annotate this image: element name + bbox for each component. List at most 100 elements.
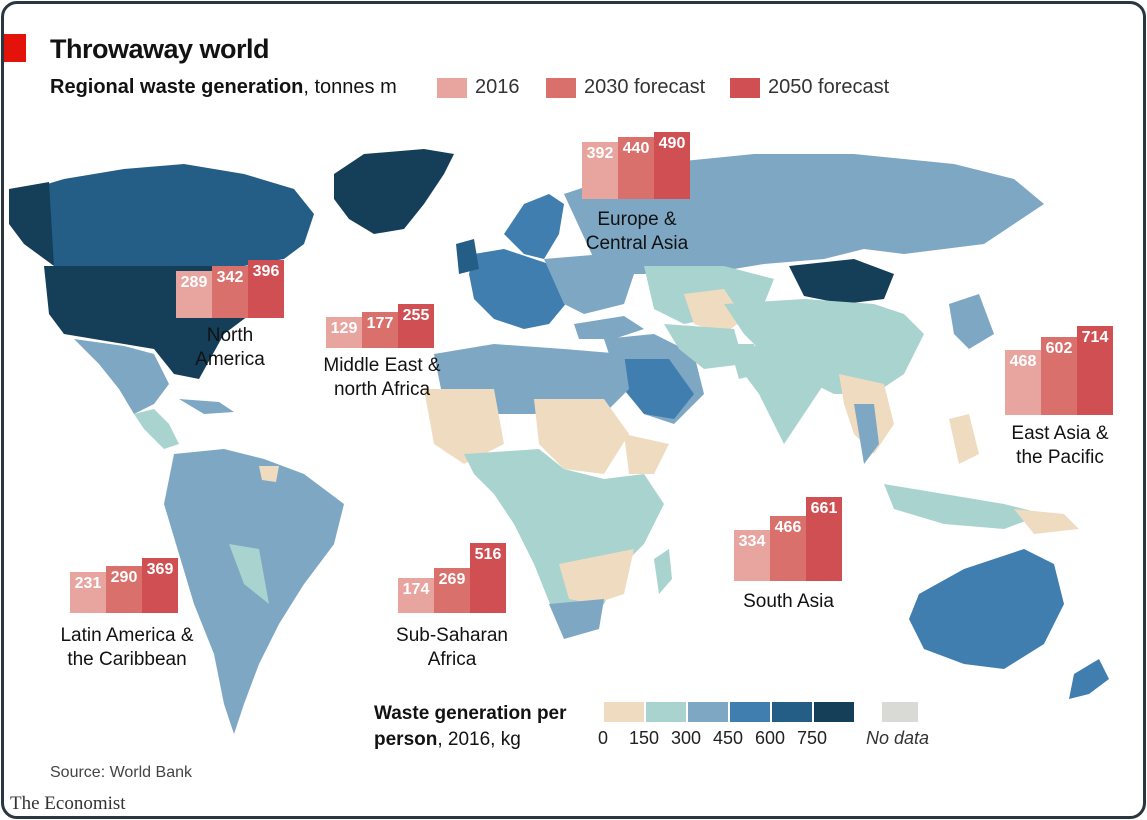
bar-2016: 468 xyxy=(1005,350,1041,415)
bar-2016: 129 xyxy=(326,317,362,348)
scale-tick: 300 xyxy=(671,728,702,748)
bars-south-asia: 334 466 661 xyxy=(734,497,842,581)
saudi-arabia xyxy=(614,359,694,419)
bar-value-label: 714 xyxy=(1081,329,1109,346)
greenland xyxy=(334,149,454,234)
per-person-color-scale xyxy=(604,702,856,722)
bar-2016: 289 xyxy=(176,271,212,318)
region-label-middle-east: Middle East & north Africa xyxy=(302,354,462,402)
source-note: Source: World Bank xyxy=(50,764,192,781)
bar-2050: 369 xyxy=(142,558,178,613)
region-label-line: Central Asia xyxy=(585,233,689,254)
region-label-line: the Pacific xyxy=(1016,447,1104,468)
philippines xyxy=(949,414,979,464)
bar-2016: 392 xyxy=(582,142,618,199)
bar-value-label: 255 xyxy=(402,307,430,324)
bar-value-label: 290 xyxy=(110,569,138,586)
scandinavia xyxy=(504,194,564,259)
australia xyxy=(909,549,1064,669)
region-label-latin-america: Latin America & the Caribbean xyxy=(42,624,212,672)
scale-swatch xyxy=(814,702,854,722)
subtitle-bold: Regional waste generation xyxy=(50,76,304,98)
eastern-europe xyxy=(544,254,634,314)
region-label-line: America xyxy=(195,349,265,370)
turkey xyxy=(574,316,644,339)
bar-value-label: 396 xyxy=(252,263,280,280)
region-label-europe: Europe & Central Asia xyxy=(572,208,702,256)
region-label-sub-saharan: Sub-Saharan Africa xyxy=(384,624,520,672)
bar-2050: 396 xyxy=(248,260,284,318)
page-title: Throwaway world xyxy=(50,34,270,64)
caribbean xyxy=(179,399,234,414)
india xyxy=(744,344,824,444)
region-label-line: East Asia & xyxy=(1011,423,1109,444)
region-label-north-america: North America xyxy=(174,324,286,372)
scale-tick: 750 xyxy=(797,728,828,748)
bar-value-label: 334 xyxy=(738,533,766,550)
bar-value-label: 174 xyxy=(402,581,430,598)
legend-swatch-2050 xyxy=(730,77,760,98)
subtitle-unit: , tonnes m xyxy=(303,76,397,98)
scale-swatch xyxy=(772,702,812,722)
bar-2050: 255 xyxy=(398,304,434,348)
china xyxy=(724,299,924,394)
bar-2050: 714 xyxy=(1077,326,1113,415)
bar-value-label: 129 xyxy=(330,320,358,337)
legend-swatch-2016 xyxy=(437,77,467,98)
scale-tick: 450 xyxy=(713,728,744,748)
region-label-line: Africa xyxy=(427,649,477,670)
indonesia xyxy=(884,484,1044,529)
papua xyxy=(1014,509,1079,534)
sahel-east xyxy=(534,399,629,474)
legend-item-2050: 2050 forecast xyxy=(730,76,889,99)
pp-title-line1: Waste generation per xyxy=(374,703,567,724)
canada xyxy=(14,164,314,266)
central-asia xyxy=(684,289,744,334)
region-label-line: Europe & xyxy=(597,209,677,230)
region-label-line: Latin America & xyxy=(60,625,194,646)
per-person-legend-title: Waste generation per person, 2016, kg xyxy=(374,701,567,753)
guyana xyxy=(259,466,279,482)
legend-label-2050: 2050 forecast xyxy=(768,76,890,98)
thailand xyxy=(854,404,879,464)
bars-sub-saharan-africa: 174 269 516 xyxy=(398,543,506,613)
region-label-south-asia: South Asia xyxy=(726,590,851,614)
legend-label-2016: 2016 xyxy=(475,76,520,98)
uk-ireland xyxy=(456,239,479,274)
bar-2030: 440 xyxy=(618,137,654,199)
bar-2030: 269 xyxy=(434,568,470,613)
southern-africa xyxy=(559,549,634,604)
alaska xyxy=(9,182,54,266)
brand-red-tag xyxy=(4,34,26,62)
brand-logo: The Economist xyxy=(10,793,126,814)
bar-value-label: 516 xyxy=(474,546,502,563)
horn-africa xyxy=(624,434,669,474)
bars-middle-east-north-africa: 129 177 255 xyxy=(326,304,434,348)
bar-value-label: 661 xyxy=(810,500,838,517)
western-europe xyxy=(469,249,574,329)
scale-swatch xyxy=(604,702,644,722)
no-data-swatch xyxy=(882,702,918,722)
region-label-east-asia: East Asia & the Pacific xyxy=(1000,422,1120,470)
scale-tick: 600 xyxy=(755,728,786,748)
bar-2030: 602 xyxy=(1041,337,1077,415)
bar-2050: 661 xyxy=(806,497,842,581)
bar-value-label: 490 xyxy=(658,135,686,152)
region-label-line: North xyxy=(206,325,254,346)
bar-value-label: 468 xyxy=(1009,353,1037,370)
pakistan xyxy=(729,344,759,379)
scale-swatch xyxy=(688,702,728,722)
bar-2030: 177 xyxy=(362,312,398,348)
pp-title-line2-rest: , 2016, kg xyxy=(437,729,521,750)
new-zealand xyxy=(1069,659,1109,699)
region-label-line: the Caribbean xyxy=(67,649,187,670)
pp-title-line2-bold: person xyxy=(374,729,438,750)
world-map xyxy=(9,149,1109,734)
mongolia xyxy=(789,259,894,304)
bar-2030: 290 xyxy=(106,566,142,613)
legend-label-2030: 2030 forecast xyxy=(584,76,706,98)
bar-value-label: 342 xyxy=(216,269,244,286)
bar-2050: 490 xyxy=(654,132,690,199)
no-data-label: No data xyxy=(866,728,930,748)
